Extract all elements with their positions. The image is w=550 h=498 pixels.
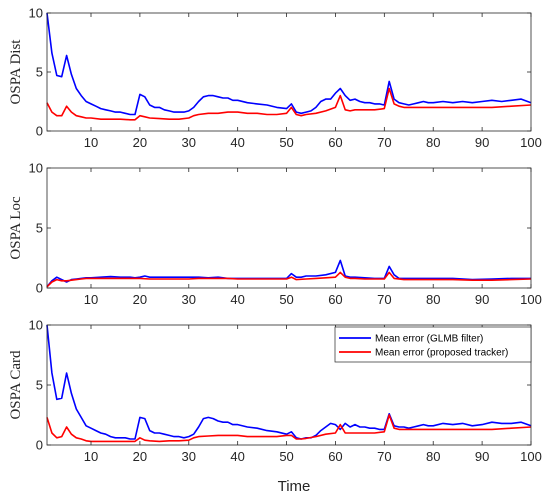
- x-tick-label-dist: 30: [182, 135, 196, 150]
- x-tick-label-loc: 10: [84, 292, 98, 307]
- y-tick-label-card: 5: [36, 378, 43, 393]
- y-tick-label-loc: 10: [29, 161, 43, 176]
- legend-box: [334, 326, 532, 363]
- x-tick-label-card: 10: [84, 449, 98, 464]
- x-tick-label-loc: 50: [279, 292, 293, 307]
- x-tick-label-dist: 10: [84, 135, 98, 150]
- y-tick-label-loc: 0: [36, 281, 43, 296]
- series-line-card-glmb: [46, 324, 532, 440]
- series-line-loc-glmb: [46, 259, 531, 288]
- y-tick-label-loc: 5: [36, 221, 43, 236]
- x-tick-label-loc: 30: [182, 292, 196, 307]
- x-tick-label-card: 70: [377, 449, 391, 464]
- x-tick-label-loc: 100: [520, 292, 542, 307]
- y-axis-label-card: OSPA Card: [8, 350, 24, 420]
- x-axis-label: Time: [278, 478, 311, 495]
- y-tick-label-card: 0: [36, 438, 43, 453]
- series-line-card-proposed: [46, 414, 532, 443]
- series-line-loc-proposed: [46, 271, 532, 288]
- panel-card: 10 20 30 40 50 60 70 80 90 100 0 5 10 OSPA Card: [8, 318, 542, 465]
- y-tick-label-dist: 10: [29, 6, 43, 21]
- legend: Mean error (GLMB filter) Mean error (pro…: [334, 326, 532, 363]
- series-line-dist-proposed: [46, 87, 532, 121]
- legend-label-glmb: Mean error (GLMB filter): [375, 334, 483, 345]
- x-tick-label-dist: 40: [230, 135, 244, 150]
- x-tick-label-dist: 20: [133, 135, 147, 150]
- x-tick-label-dist: 90: [475, 135, 489, 150]
- panel-loc: 10 20 30 40 50 60 70 80 90 100 0 5 10 OSPA Loc: [8, 161, 542, 308]
- x-tick-label-card: 80: [426, 449, 440, 464]
- y-tick-label-card: 10: [29, 318, 43, 333]
- legend-label-proposed: Mean error (proposed tracker): [375, 348, 508, 359]
- x-tick-label-card: 40: [230, 449, 244, 464]
- x-tick-label-dist: 70: [377, 135, 391, 150]
- x-tick-label-card: 60: [328, 449, 342, 464]
- y-tick-label-dist: 5: [36, 65, 43, 80]
- x-tick-label-loc: 20: [133, 292, 147, 307]
- plot-area-dist: [46, 12, 532, 132]
- x-tick-label-loc: 90: [475, 292, 489, 307]
- x-tick-label-card: 30: [182, 449, 196, 464]
- series-line-dist-glmb: [46, 12, 532, 116]
- y-axis-label-loc: OSPA Loc: [8, 196, 24, 260]
- x-tick-label-dist: 60: [328, 135, 342, 150]
- x-tick-label-card: 50: [279, 449, 293, 464]
- plot-area-loc: [46, 167, 532, 289]
- panel-dist: 10 20 30 40 50 60 70 80 90 100 0 5 10 OSPA Dist: [8, 6, 542, 151]
- x-tick-label-loc: 60: [328, 292, 342, 307]
- x-tick-label-loc: 40: [230, 292, 244, 307]
- x-tick-label-loc: 80: [426, 292, 440, 307]
- x-tick-label-card: 90: [475, 449, 489, 464]
- x-tick-label-dist: 80: [426, 135, 440, 150]
- x-tick-label-dist: 50: [279, 135, 293, 150]
- y-tick-label-dist: 0: [36, 124, 43, 139]
- x-tick-label-card: 100: [520, 449, 542, 464]
- x-tick-label-loc: 70: [377, 292, 391, 307]
- y-axis-label-dist: OSPA Dist: [8, 39, 24, 105]
- x-tick-label-card: 20: [133, 449, 147, 464]
- x-tick-label-dist: 100: [520, 135, 542, 150]
